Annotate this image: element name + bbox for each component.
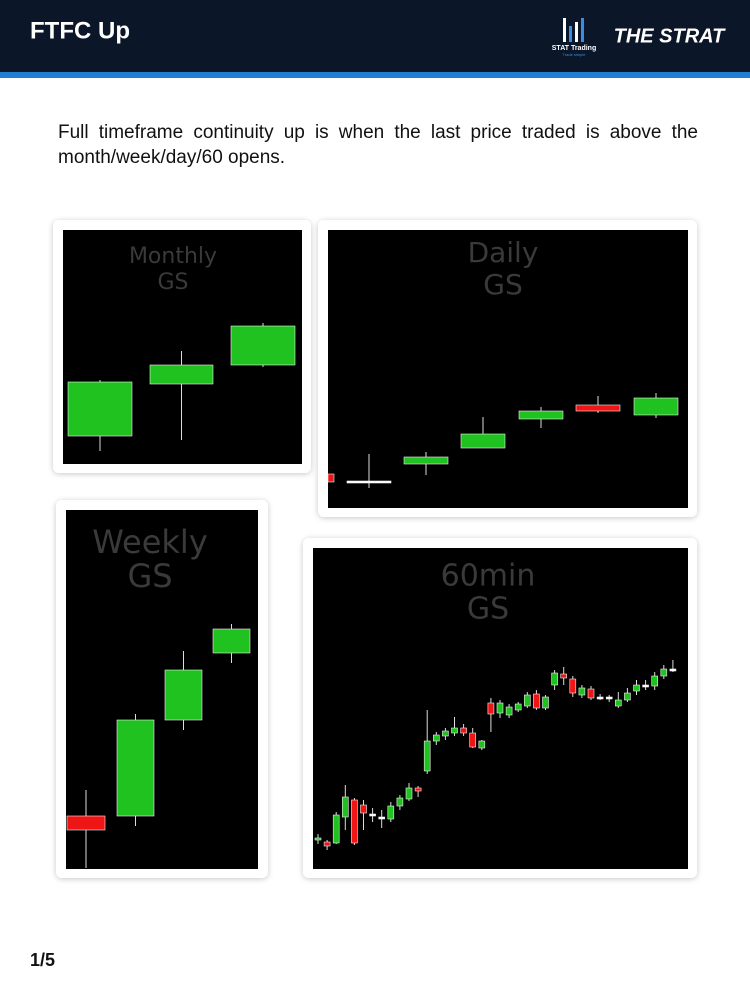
chart-label: 60min [441,559,536,594]
candle-body [633,397,679,416]
chart-label: Monthly [129,244,217,269]
candle-body [323,841,331,847]
body-text-box: Full timeframe continuity up is when the… [58,122,698,168]
candle-body [442,730,449,737]
candle-body [314,837,322,841]
candle-body [533,693,540,709]
candle-body [478,740,486,749]
chart-ticker: GS [127,557,172,595]
candle-body [551,672,558,686]
candle-body [149,364,214,385]
chart-ticker: GS [483,268,522,301]
candle-body [164,669,203,721]
candle-body [403,456,449,465]
candle-body [518,410,564,420]
chart-image [328,230,688,508]
candle-body [341,796,349,818]
candle-body [542,696,549,709]
logo-name: STAT Trading [552,45,596,52]
candle-body [505,706,513,716]
candle-body [523,694,531,707]
candle-body [212,628,251,654]
candle-body [596,696,604,700]
candle-body [414,787,422,792]
candle-body [514,703,522,711]
candle-body [332,814,340,844]
candle-body [396,797,404,807]
candle-body [346,480,392,484]
candle-body [327,473,335,483]
candle-body [432,734,440,742]
header-stripe [0,72,750,78]
candle-body [605,696,613,700]
logo-tagline: Trade simple [563,52,587,57]
candle-body [614,699,622,707]
candle-body [587,688,595,699]
candle-body [369,813,376,817]
candle-body [67,381,133,437]
candle-body [560,673,568,679]
candle-body [230,325,296,366]
chart-image [66,510,258,869]
candle-body [351,799,358,844]
stat-logo: STAT Trading Trade simple [552,18,596,57]
candle-body [423,740,431,772]
candle-body [575,404,621,412]
strat-logo: THE STRAT [614,25,727,47]
candle-body [496,702,504,714]
candle-body [451,727,458,734]
candle-body [624,692,631,701]
candle-body [487,702,495,715]
candle-body [387,805,395,820]
header-bar [0,0,750,72]
header-title: FTFC Up [30,17,130,44]
candle-body [460,727,467,734]
chart-label: Daily [468,236,539,269]
chart-ticker: GS [467,592,509,627]
candle-body [66,815,106,831]
candle-body [569,678,577,694]
candle-body [633,684,640,692]
body-text: Full timeframe continuity up is when the… [58,122,698,168]
candle-body [651,675,659,687]
candle-body [660,668,668,677]
chart-label: Weekly [92,523,208,561]
candle-body [405,787,413,800]
candle-body [460,433,506,449]
chart-ticker: GS [157,270,188,295]
candle-body [469,732,477,748]
candle-body [116,719,155,817]
candle-body [378,816,386,820]
candle-body [578,687,586,696]
candle-body [669,668,677,672]
page-number: 1/5 [30,950,55,970]
candle-body [642,684,649,688]
candle-body [360,804,367,814]
